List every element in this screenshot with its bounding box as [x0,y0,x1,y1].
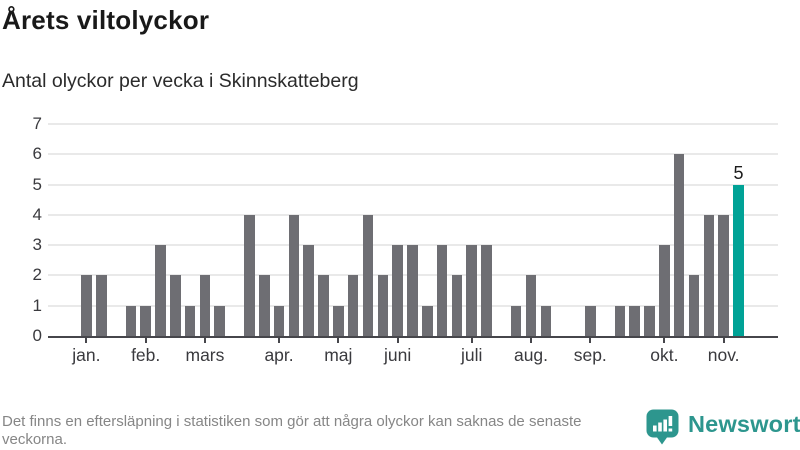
bar [466,245,477,336]
grid-line [48,183,778,186]
month-tick [589,338,592,343]
footnote: Det finns en eftersläpning i statistiken… [2,413,582,448]
month-tick [530,338,532,343]
bar [333,305,344,336]
month-label: apr. [264,345,294,365]
grid-line [48,122,778,125]
newsworthy-logo: Newsworthy [646,409,800,445]
bar [288,214,300,336]
bar [584,305,596,336]
month-label: aug. [513,345,549,365]
month-label: maj [324,345,353,365]
bar [347,275,359,336]
bar [540,305,552,336]
month-label: juli [461,345,483,365]
month-tick [396,338,399,343]
y-axis-label: 6 [32,144,42,164]
month-tick [278,338,281,343]
y-axis-label: 4 [32,204,42,224]
y-axis-label: 3 [32,235,42,255]
month-tick [203,338,206,343]
month-tick [144,338,147,343]
bar [155,245,166,336]
y-axis-label: 2 [32,265,42,285]
bar [703,214,715,336]
y-axis-label: 1 [32,295,42,315]
month-tick [722,338,725,343]
bar [407,245,418,336]
page-title: Årets viltolyckor [2,5,210,35]
bar [510,305,522,336]
bar [199,275,211,336]
month-label: feb. [131,345,161,365]
bar [170,275,181,336]
bar [659,245,670,336]
chart-subtitle: Antal olyckor per vecka i Skinnskatteber… [2,70,359,92]
bar [481,245,492,336]
bar [140,305,151,336]
bar [362,214,374,336]
month-tick [337,338,340,343]
bar [629,305,641,336]
month-tick [470,338,473,343]
bar [184,305,196,336]
month-label: jan. [72,345,101,365]
value-label: 5 [733,163,744,184]
y-axis-label: 0 [32,326,42,345]
bar [377,275,389,336]
x-axis-line [48,336,778,338]
newsworthy-bubble-chart-icon [646,409,679,445]
bar [258,275,270,336]
month-label: sep. [573,345,607,365]
bar [125,305,137,336]
month-label: nov. [707,345,740,365]
month-label: juni [383,345,412,365]
bar [644,305,655,336]
y-axis-label: 7 [32,113,42,133]
bar [718,214,729,336]
grid-line [48,153,778,156]
month-label: okt. [650,345,679,365]
bar [273,305,285,336]
bar [214,305,226,336]
bar [688,275,700,336]
bar [95,275,107,336]
bar [318,275,329,336]
brand-name: Newsworthy [688,411,800,437]
month-label: mars [185,345,225,365]
bar [81,275,92,336]
bar [421,305,433,336]
month-tick [85,338,88,343]
bar-highlighted [733,184,744,336]
bar [451,275,463,336]
bar [436,245,448,336]
y-axis-label: 5 [32,174,42,194]
bar [614,305,626,336]
grid-line [48,213,778,216]
bar [392,245,403,336]
month-tick [663,338,666,343]
bar [244,214,255,336]
bar [673,154,685,336]
bar [303,245,314,336]
bar [525,275,537,336]
